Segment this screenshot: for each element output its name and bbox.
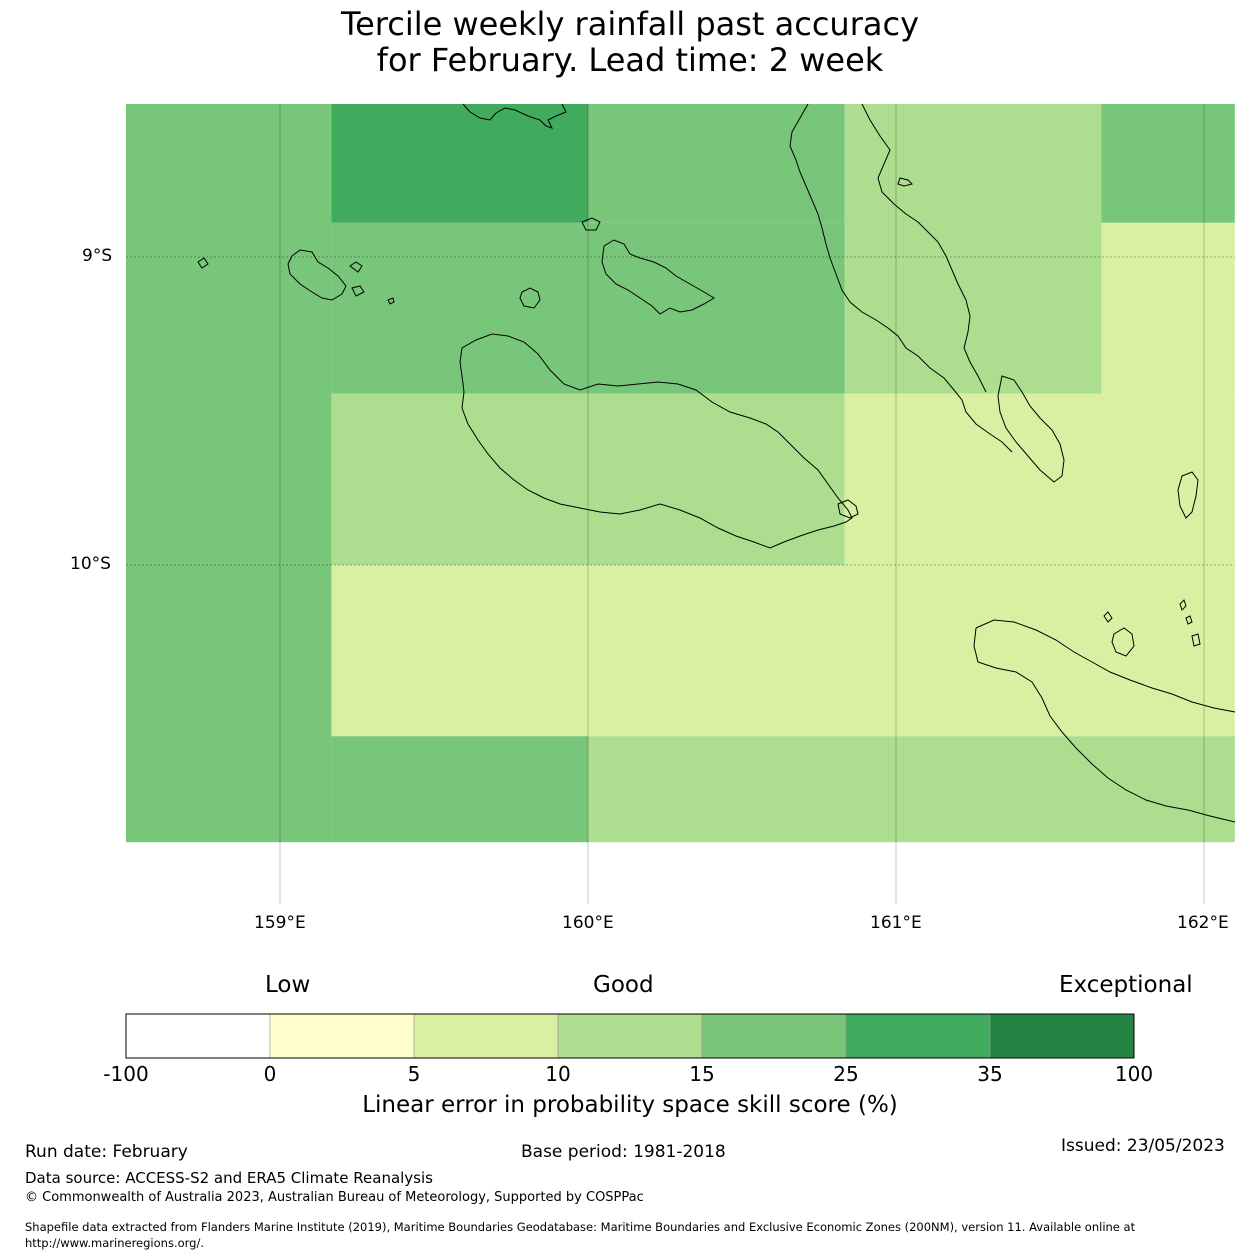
colorbar-segment xyxy=(269,1013,415,1059)
skill-cells-layer xyxy=(126,104,1235,843)
colorbar-tick: 100 xyxy=(1114,1062,1154,1086)
lat-label-10s: 10°S xyxy=(70,554,111,574)
colorbar-category-exceptional: Exceptional xyxy=(1059,972,1193,998)
skill-cell xyxy=(844,104,1102,394)
island-florida-small xyxy=(581,217,601,231)
island-russell-small xyxy=(349,261,363,273)
coastlines-layer xyxy=(197,103,1236,823)
colorbar-label: Linear error in probability space skill … xyxy=(362,1092,898,1118)
colorbar-tick: -100 xyxy=(103,1062,149,1086)
colorbar-tick: 10 xyxy=(545,1062,571,1086)
skill-cell xyxy=(588,104,845,223)
island-small-malaita xyxy=(997,375,1065,483)
island-small-east-1 xyxy=(1103,611,1113,623)
island-uki-east xyxy=(837,499,859,519)
chart-title: Tercile weekly rainfall past accuracy fo… xyxy=(0,6,1260,78)
colorbar-segment xyxy=(413,1013,559,1059)
title-line-2: for February. Lead time: 2 week xyxy=(376,41,884,79)
skill-cell xyxy=(331,104,588,223)
colorbar-segment xyxy=(557,1013,703,1059)
lon-label-161e: 161°E xyxy=(870,913,922,933)
colorbar-tick: 15 xyxy=(689,1062,715,1086)
skill-cell xyxy=(1101,104,1235,223)
colorbar-segment xyxy=(701,1013,847,1059)
lon-label-160e: 160°E xyxy=(562,913,614,933)
lon-label-162e: 162°E xyxy=(1177,913,1229,933)
skill-cell xyxy=(126,104,332,843)
base-period: Base period: 1981-2018 xyxy=(521,1142,726,1162)
colorbar-frame xyxy=(125,1013,1135,1059)
title-line-1: Tercile weekly rainfall past accuracy xyxy=(340,5,919,43)
skill-cell xyxy=(331,736,588,843)
colorbar-tick: 35 xyxy=(977,1062,1003,1086)
colorbar-category-good: Good xyxy=(593,972,654,998)
run-date: Run date: February xyxy=(25,1142,188,1162)
colorbar-segment xyxy=(989,1013,1135,1059)
lat-label-9s: 9°S xyxy=(82,246,113,266)
skill-cell xyxy=(331,222,845,394)
island-makira-south-coast xyxy=(973,627,1236,823)
island-savo xyxy=(519,287,541,309)
colorbar-category-low: Low xyxy=(265,972,311,998)
colorbar-tick: 25 xyxy=(833,1062,859,1086)
island-russell xyxy=(287,249,347,301)
issued-date: Issued: 23/05/2023 xyxy=(1061,1136,1225,1156)
copyright: © Commonwealth of Australia 2023, Austra… xyxy=(25,1190,644,1205)
island-malaita-east-coast xyxy=(861,103,987,393)
island-islet-390 xyxy=(387,297,395,305)
skill-cell xyxy=(331,393,845,565)
skill-cell xyxy=(588,736,1235,843)
island-small-east-2 xyxy=(1179,599,1187,611)
island-santa-isabel xyxy=(462,103,567,129)
shapefile-credit-line-1: Shapefile data extracted from Flanders M… xyxy=(25,1220,1136,1234)
lon-label-159e: 159°E xyxy=(254,913,306,933)
shapefile-credit-line-2: http://www.marineregions.org/. xyxy=(25,1236,204,1250)
island-russell-small-2 xyxy=(351,285,365,297)
skill-cell xyxy=(844,393,1235,565)
island-small-east-4 xyxy=(1191,633,1201,647)
island-guadalcanal xyxy=(459,333,853,549)
colorbar-tick: 0 xyxy=(263,1062,277,1086)
island-makira xyxy=(975,619,1236,713)
island-west-islet xyxy=(197,257,209,269)
island-florida xyxy=(601,239,715,315)
graticule-layer xyxy=(126,104,1235,904)
colorbar xyxy=(125,1013,1135,1059)
data-source: Data source: ACCESS-S2 and ERA5 Climate … xyxy=(25,1169,433,1187)
island-maramasike xyxy=(897,177,913,187)
colorbar-tick: 5 xyxy=(407,1062,421,1086)
island-small-east-3 xyxy=(1185,615,1193,625)
skill-cell xyxy=(331,565,1235,737)
island-ugi xyxy=(1111,627,1135,657)
island-malaita-north xyxy=(789,103,1013,453)
colorbar-segment xyxy=(845,1013,991,1059)
island-three-sisters xyxy=(1177,471,1199,519)
colorbar-segment xyxy=(125,1013,271,1059)
skill-cell xyxy=(1101,222,1235,394)
